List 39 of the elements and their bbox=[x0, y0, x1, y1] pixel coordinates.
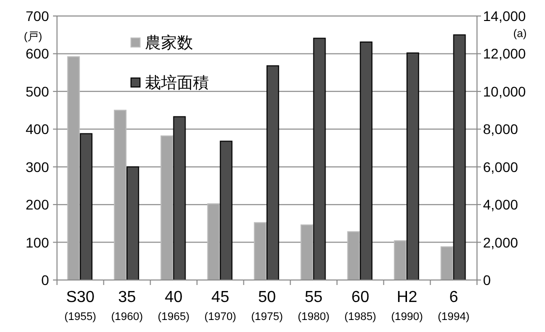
bar bbox=[453, 34, 466, 280]
y2-tick-label: 14,000 bbox=[483, 8, 526, 24]
bar bbox=[440, 246, 454, 280]
y-tick-label: 200 bbox=[26, 196, 50, 213]
bar bbox=[394, 240, 406, 280]
x-tick-label: 6 (1994) bbox=[438, 289, 470, 323]
x-tick-label: 55 (1980) bbox=[298, 289, 330, 323]
bar bbox=[254, 222, 266, 280]
y-tick-label: 300 bbox=[26, 158, 50, 175]
x-tick-label: S30 (1955) bbox=[64, 289, 96, 323]
y2-tick-label: 0 bbox=[483, 272, 491, 288]
y2-tick-label: 10,000 bbox=[483, 83, 526, 100]
y2-tick-label: 4,000 bbox=[483, 196, 518, 213]
bar bbox=[347, 231, 360, 280]
bar bbox=[300, 224, 314, 280]
y-axis-title: (戸) bbox=[24, 31, 42, 43]
x-tick-label: 40 (1965) bbox=[158, 289, 190, 323]
y2-tick-label: 6,000 bbox=[483, 158, 518, 175]
legend-label: 農家数 bbox=[145, 34, 193, 52]
y2-axis-title: (a) bbox=[513, 28, 527, 40]
y-tick-label: 100 bbox=[26, 234, 50, 250]
y-tick-label: 0 bbox=[41, 272, 50, 288]
y2-tick-label: 2,000 bbox=[483, 234, 518, 250]
bar bbox=[406, 52, 420, 280]
y-tick-label: 700 bbox=[26, 8, 50, 24]
y-tick-label: 600 bbox=[26, 46, 50, 62]
x-tick-label: H2 (1990) bbox=[391, 289, 423, 323]
bar bbox=[266, 65, 280, 280]
x-tick-label: 35 (1960) bbox=[111, 289, 143, 323]
y2-tick-label: 8,000 bbox=[483, 121, 518, 138]
bar bbox=[360, 42, 372, 280]
legend-label: 栽培面積 bbox=[145, 74, 209, 92]
y-tick-label: 500 bbox=[26, 83, 50, 100]
bar bbox=[313, 38, 326, 280]
y-tick-label: 400 bbox=[26, 121, 50, 138]
y2-tick-label: 12,000 bbox=[483, 46, 526, 62]
x-tick-label: 45 (1970) bbox=[204, 289, 236, 323]
x-tick-label: 50 (1975) bbox=[251, 289, 283, 323]
x-tick-label: 60 (1985) bbox=[344, 289, 376, 323]
